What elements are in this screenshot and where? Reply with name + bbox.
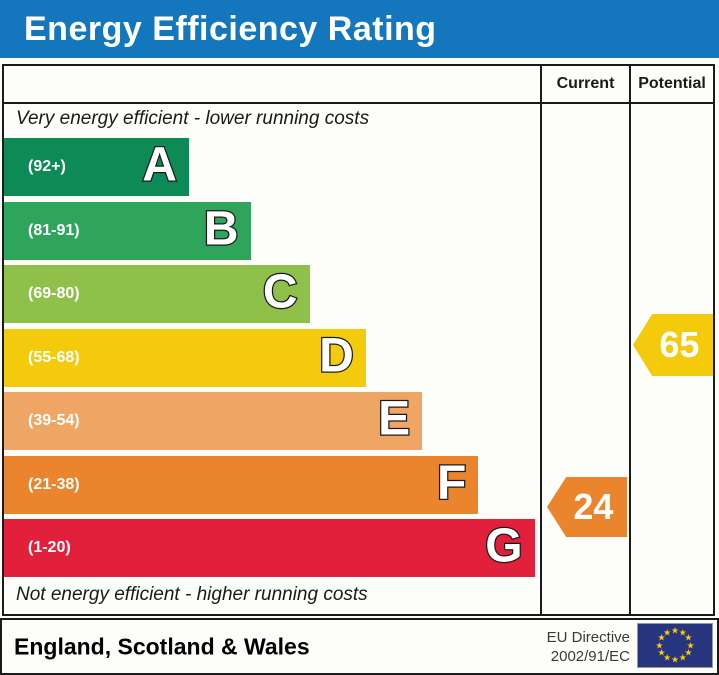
note-not-efficient: Not energy efficient - higher running co… [16,584,368,605]
band-row-d: (55-68) D [4,328,540,387]
band-e: (39-54) E [4,392,423,450]
current-rating-arrow: 24 [547,477,627,537]
band-f-range: (21-38) [28,475,80,493]
region-label: England, Scotland & Wales [14,633,310,659]
band-row-g: (1-20) G [4,519,540,577]
band-e-letter: E [377,392,412,446]
band-row-b: (81-91) B [4,201,540,260]
eu-star-icon: ★ [657,647,666,658]
current-rating-value: 24 [573,486,614,527]
column-divider-current [540,66,542,614]
eu-directive-label: EU Directive 2002/91/EC [518,628,630,666]
eu-star-icon: ★ [670,625,680,636]
potential-rating-value: 65 [659,324,700,365]
eu-star-icon: ★ [684,632,693,643]
rating-table: Current Potential Very energy efficient … [2,64,715,616]
band-d-letter: D [318,329,355,383]
band-b-range: (81-91) [28,221,80,239]
eu-star-icon: ★ [655,640,664,650]
column-divider-potential [629,66,631,614]
eu-star-icon: ★ [663,627,672,638]
title-bar: Energy Efficiency Rating [0,0,719,58]
band-a-letter: A [141,138,178,192]
band-e-range: (39-54) [28,412,80,429]
band-f-letter: F [436,456,468,510]
potential-rating-arrow: 65 [633,314,713,376]
band-a-range: (92+) [28,158,66,175]
column-header-current: Current [556,75,615,92]
band-f: (21-38) F [4,455,479,514]
band-g-range: (1-20) [28,539,71,556]
eu-star-icon: ★ [686,640,695,650]
band-d: (55-68) D [4,328,366,387]
rating-bands: (92+) A (81-91) B (69-80) C (55-68) [4,138,540,583]
band-g-letter: G [484,519,524,573]
eu-star-icon: ★ [657,632,666,643]
note-very-efficient: Very energy efficient - lower running co… [16,108,370,129]
eu-star-icon: ★ [684,647,693,658]
eu-star-icon: ★ [663,652,672,663]
eu-star-icon: ★ [678,627,687,638]
band-b: (81-91) B [4,201,251,260]
band-row-f: (21-38) F [4,455,540,514]
eu-flag-icon: ★ ★ ★ ★ ★ ★ ★ ★ ★ ★ ★ ★ [637,623,713,668]
eu-directive-line1: EU Directive [546,628,630,646]
band-row-e: (39-54) E [4,392,540,450]
band-b-letter: B [203,202,240,256]
column-header-potential: Potential [638,75,706,92]
band-d-range: (55-68) [28,348,80,366]
band-g: (1-20) G [4,519,535,577]
eu-star-icon: ★ [670,654,680,665]
eu-directive-line2: 2002/91/EC [550,647,630,665]
band-a: (92+) A [4,138,189,196]
footer-bar: England, Scotland & Wales EU Directive 2… [0,618,719,675]
band-c-range: (69-80) [28,285,80,302]
page-title: Energy Efficiency Rating [24,9,437,48]
band-c-letter: C [262,265,299,319]
eu-star-icon: ★ [678,652,687,663]
band-row-c: (69-80) C [4,265,540,323]
header-divider [4,102,713,104]
band-c: (69-80) C [4,265,310,323]
band-row-a: (92+) A [4,138,540,196]
